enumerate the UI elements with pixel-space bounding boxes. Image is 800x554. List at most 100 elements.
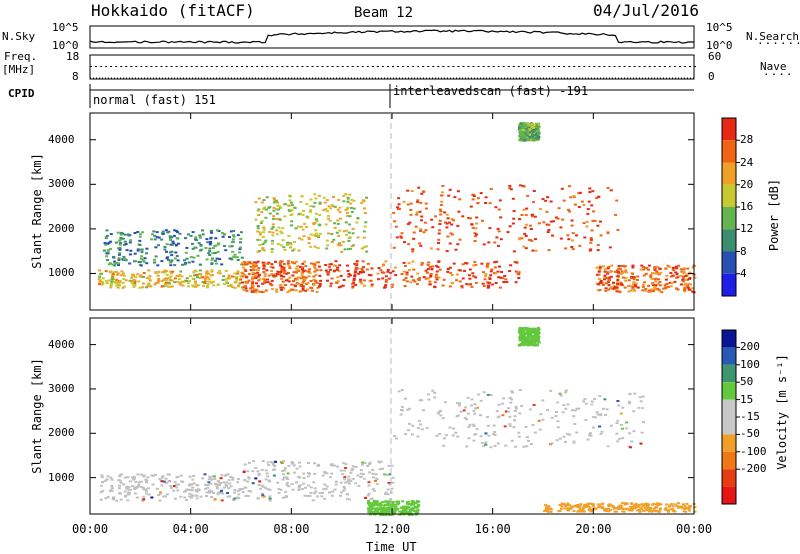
velocity-scatter-point — [401, 500, 405, 503]
power-scatter-point — [314, 273, 318, 276]
power-scatter-point — [138, 261, 142, 264]
power-scatter-point — [289, 243, 293, 246]
power-scatter-point — [597, 270, 601, 273]
power-scatter-point — [523, 139, 527, 142]
power-scatter-point — [210, 263, 214, 265]
power-scatter-point — [319, 279, 323, 282]
velocity-scatter-point — [385, 510, 389, 513]
velocity-scatter-point — [204, 487, 208, 490]
velocity-scatter-point — [272, 464, 276, 466]
velocity-scatter-point — [520, 405, 524, 407]
velocity-scatter-point — [339, 481, 343, 484]
power-scatter-point — [193, 280, 197, 283]
power-scatter-point — [262, 208, 266, 211]
velocity-scatter-point — [400, 507, 404, 509]
velocity-scatter-point — [264, 487, 268, 490]
power-scatter-point — [262, 231, 266, 234]
velocity-scatter-point — [456, 435, 460, 438]
velocity-scatter-point — [117, 479, 121, 482]
velocity-scatter-point — [173, 481, 177, 484]
power-scatter-point — [430, 218, 434, 221]
power-scatter-point — [197, 242, 201, 245]
velocity-scatter-point — [554, 415, 558, 418]
velocity-scatter-point — [518, 328, 522, 331]
velocity-scatter-point — [126, 476, 130, 479]
velocity-scatter-point — [285, 483, 289, 486]
velocity-scatter-point — [414, 513, 418, 516]
power-colorbar-tick-label: 20 — [740, 177, 754, 191]
power-scatter-point — [193, 246, 197, 249]
freq-trace-point — [100, 66, 103, 67]
velocity-scatter-point — [344, 481, 348, 484]
velocity-scatter-point — [642, 421, 646, 424]
power-scatter-point — [616, 275, 620, 278]
power-scatter-point — [218, 272, 222, 275]
velocity-scatter-point — [203, 473, 207, 476]
nave-legend-dots: ···· — [763, 68, 794, 81]
power-scatter-point — [386, 268, 390, 271]
velocity-scatter-point — [208, 475, 212, 478]
power-scatter-point — [410, 190, 414, 192]
power-scatter-point — [400, 232, 404, 235]
power-scatter-point — [440, 191, 444, 194]
power-scatter-point — [239, 275, 243, 278]
freq-trace-point — [457, 66, 460, 67]
velocity-scatter-point — [414, 502, 418, 505]
velocity-scatter-point — [321, 491, 325, 494]
power-scatter-point — [447, 221, 451, 224]
power-scatter-point — [339, 244, 343, 247]
velocity-scatter-point — [479, 414, 483, 417]
velocity-scatter-point — [379, 460, 383, 463]
velocity-scatter-point — [617, 508, 621, 510]
velocity-scatter-point — [487, 434, 491, 437]
velocity-scatter-point — [578, 507, 582, 510]
velocity-scatter-point — [384, 500, 388, 503]
velocity-scatter-point — [384, 492, 387, 495]
power-scatter-point — [176, 259, 180, 262]
velocity-scatter-point — [394, 505, 397, 508]
power-scatter-point — [412, 231, 416, 234]
power-scatter-point — [416, 200, 420, 203]
power-scatter-point — [145, 247, 149, 250]
power-scatter-point — [176, 231, 180, 234]
velocity-scatter-point — [468, 423, 472, 426]
nsearch-legend-dots: ········ — [757, 37, 800, 50]
velocity-scatter-point — [410, 513, 414, 516]
power-scatter-point — [549, 220, 553, 223]
power-scatter-point — [279, 207, 282, 209]
power-scatter-point — [126, 233, 130, 236]
power-scatter-point — [468, 277, 472, 280]
power-scatter-point — [674, 265, 678, 268]
power-scatter-point — [157, 270, 161, 273]
power-scatter-point — [532, 190, 536, 192]
power-scatter-point — [533, 126, 537, 129]
power-scatter-point — [339, 217, 343, 220]
velocity-scatter-point — [139, 473, 143, 476]
power-scatter-point — [254, 272, 257, 275]
velocity-scatter-point — [228, 495, 232, 498]
power-scatter-point — [487, 281, 491, 284]
velocity-scatter-point — [581, 507, 585, 510]
power-scatter-point — [230, 258, 234, 261]
power-scatter-point — [348, 274, 352, 277]
velocity-scatter-point — [400, 406, 404, 408]
power-scatter-point — [403, 285, 407, 287]
freq-trace-point — [140, 66, 143, 67]
velocity-scatter-point — [123, 490, 127, 493]
power-scatter-point — [315, 220, 319, 223]
power-scatter-point — [524, 137, 528, 140]
velocity-scatter-point — [99, 484, 103, 487]
velocity-scatter-point — [538, 428, 542, 431]
velocity-scatter-point — [433, 396, 437, 399]
power-scatter-point — [147, 277, 151, 280]
power-scatter-point — [290, 224, 293, 227]
power-scatter-point — [606, 231, 610, 234]
velocity-scatter-point — [209, 490, 213, 493]
power-scatter-point — [452, 219, 456, 222]
velocity-scatter-point — [177, 483, 180, 486]
power-scatter-point — [674, 271, 678, 274]
velocity-scatter-point — [115, 499, 119, 502]
velocity-scatter-point — [346, 480, 350, 483]
velocity-scatter-point — [539, 413, 543, 416]
velocity-scatter-point — [385, 507, 389, 509]
